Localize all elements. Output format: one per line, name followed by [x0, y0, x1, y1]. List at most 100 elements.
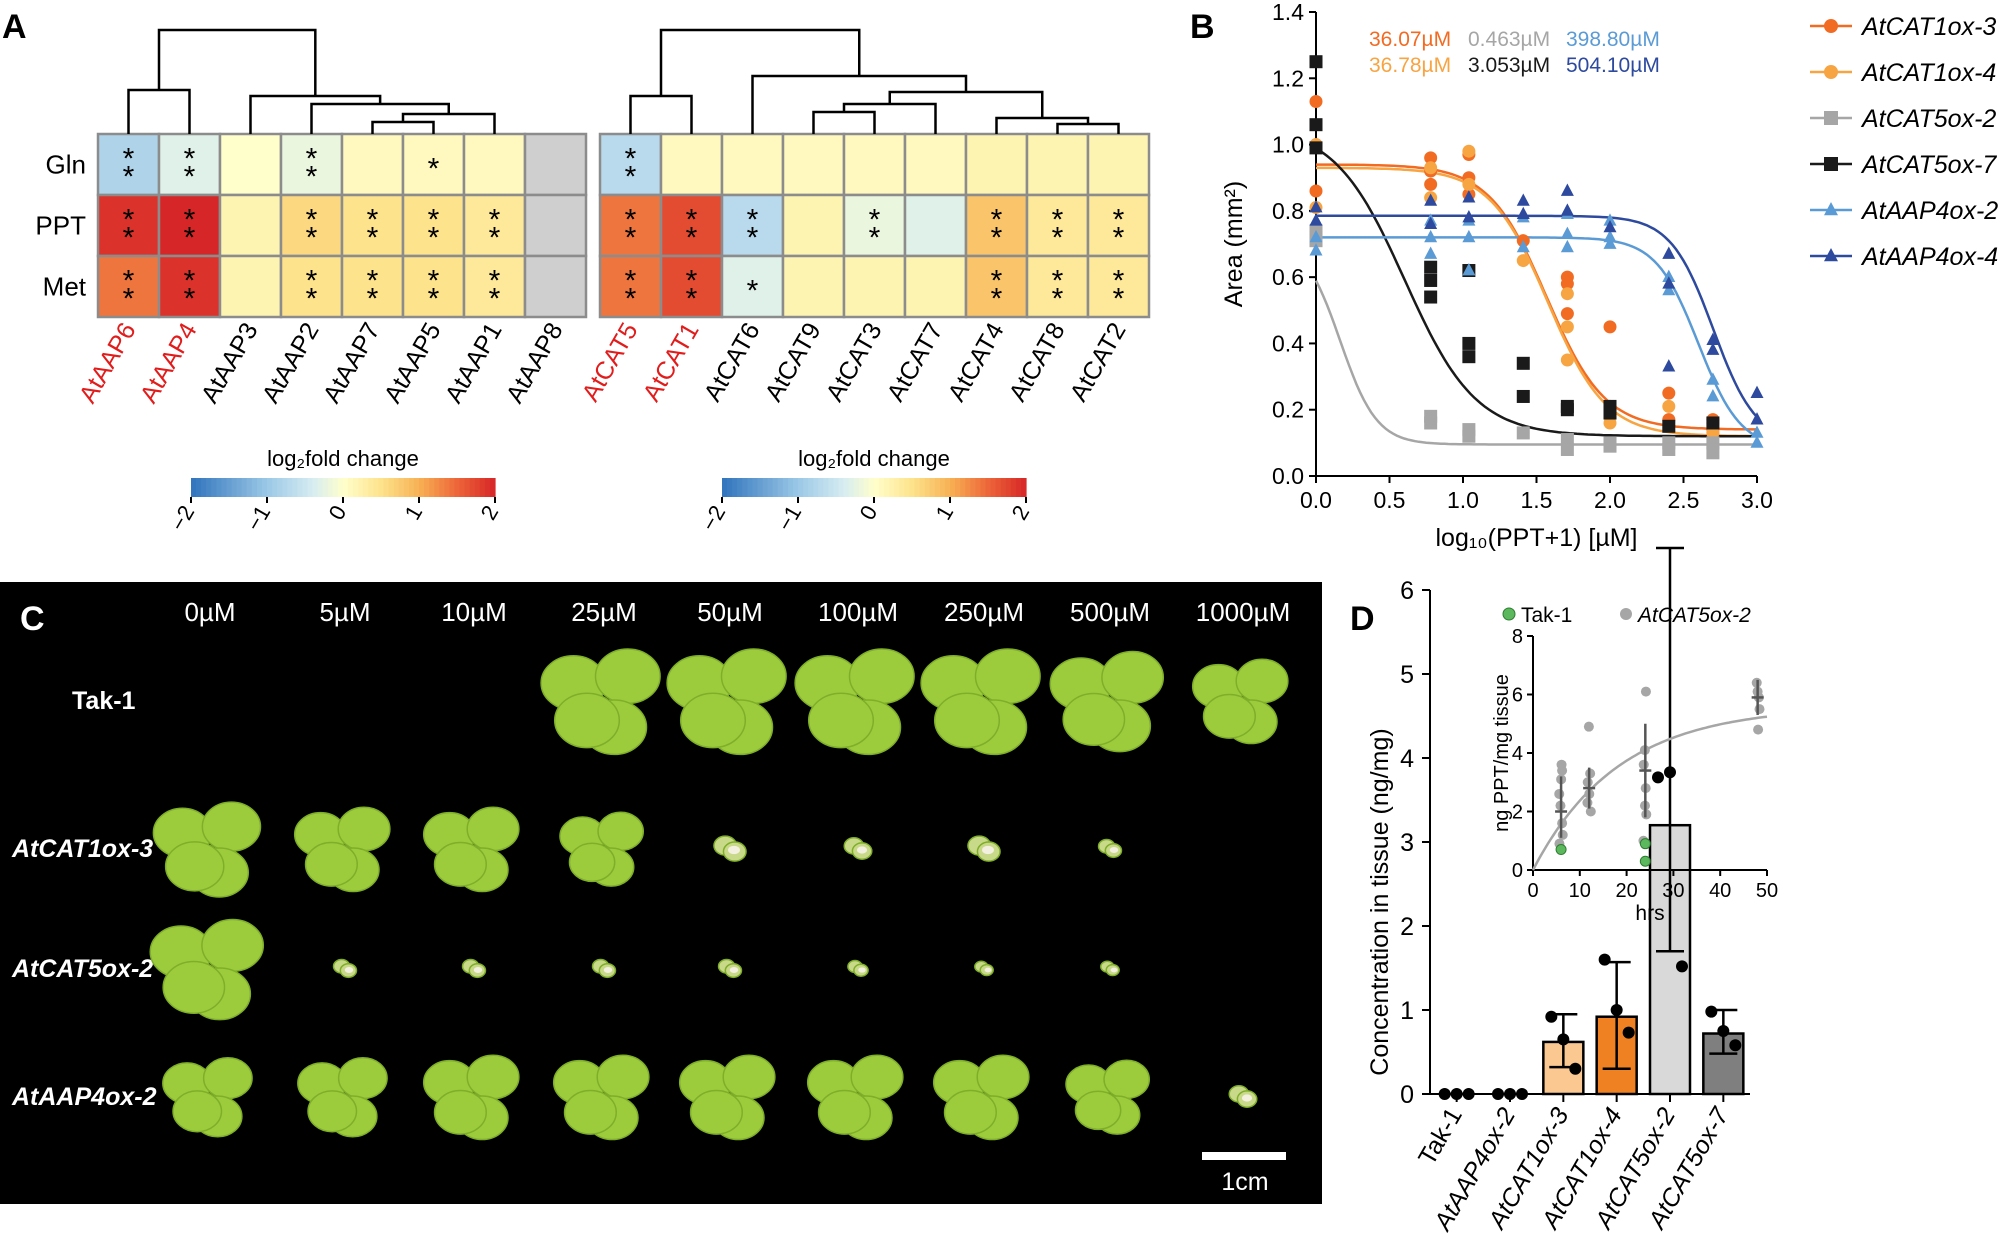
- data-point: [1462, 178, 1475, 191]
- plant-thallus: [819, 1091, 871, 1135]
- colorbar-segment: [747, 478, 753, 497]
- replicate-point: [1439, 1088, 1451, 1100]
- legend-label: AtCAT1ox-4: [1860, 59, 1996, 87]
- colorbar-segment: [454, 478, 460, 497]
- replicate-point: [1545, 1011, 1557, 1023]
- colorbar-segment: [793, 478, 799, 497]
- concentration-label: 50µM: [697, 597, 763, 627]
- data-point: [1561, 183, 1574, 195]
- colorbar-title: log₂fold change: [267, 446, 419, 471]
- inset-gray-point: [1584, 722, 1594, 732]
- inset-gray-point: [1557, 766, 1567, 776]
- significance-star: *: [1113, 283, 1125, 316]
- colorbar-segment: [889, 478, 895, 497]
- inset-gray-point: [1641, 687, 1651, 697]
- colorbar-segment: [996, 478, 1002, 497]
- panel-letter-c: C: [20, 600, 45, 638]
- plant-thallus: [723, 1055, 775, 1099]
- inset-x-tick-label: 0: [1527, 880, 1538, 902]
- significance-star: *: [428, 222, 440, 255]
- significance-star: *: [489, 283, 501, 316]
- colorbar-segment: [267, 478, 273, 497]
- plant-thallus: [306, 843, 358, 887]
- colorbar-segment: [313, 478, 319, 497]
- row-label: Met: [43, 272, 87, 302]
- data-point: [1662, 276, 1675, 288]
- significance-star: *: [489, 222, 501, 255]
- significance-star: *: [686, 283, 698, 316]
- significance-star: *: [123, 283, 135, 316]
- inset-legend-marker: [1503, 608, 1515, 620]
- colorbar-segment: [226, 478, 232, 497]
- legend-label: AtAAP4ox-2: [1860, 197, 1998, 225]
- data-point: [1561, 240, 1574, 252]
- colorbar-segment: [752, 478, 758, 497]
- data-point: [1310, 141, 1323, 154]
- data-point: [1751, 412, 1764, 424]
- replicate-point: [1463, 1088, 1475, 1100]
- colorbar-segment: [925, 478, 931, 497]
- column-label: AtCAT2: [1065, 318, 1132, 406]
- x-axis-title: log₁₀(PPT+1) [µM]: [1435, 524, 1637, 552]
- colorbar-segment: [899, 478, 905, 497]
- significance-star: *: [1113, 222, 1125, 255]
- column-label: AtCAT5: [577, 318, 644, 406]
- fit-curve: [1316, 168, 1757, 436]
- data-point: [1561, 354, 1574, 367]
- significance-star: *: [306, 161, 318, 194]
- ic50-label: 0.463µM: [1468, 28, 1550, 51]
- genotype-label: AtAAP4ox-2: [11, 1083, 157, 1111]
- legend-marker: [1824, 248, 1838, 261]
- y-tick-label: 1.0: [1272, 132, 1304, 158]
- column-label: AtCAT1: [638, 318, 705, 406]
- genotype-label: AtCAT1ox-3: [11, 835, 153, 863]
- data-point: [1561, 403, 1574, 416]
- colorbar-tick-label: 1: [400, 501, 428, 524]
- data-point: [1424, 274, 1437, 287]
- colorbar-segment: [419, 478, 425, 497]
- legend-marker: [1824, 157, 1838, 171]
- bleached-tissue: [474, 967, 483, 973]
- plant-thallus: [1204, 695, 1256, 739]
- colorbar-segment: [353, 478, 359, 497]
- colorbar-tick-label: 0: [855, 501, 883, 524]
- data-point: [1424, 178, 1437, 191]
- data-point: [1424, 246, 1437, 258]
- data-point: [1424, 161, 1437, 174]
- colorbar-segment: [844, 478, 850, 497]
- inset-gray-point: [1582, 798, 1592, 808]
- colorbar-segment: [409, 478, 415, 497]
- colorbar-segment: [737, 478, 743, 497]
- plant-thallus: [467, 807, 519, 851]
- scale-bar-label: 1cm: [1221, 1168, 1268, 1196]
- replicate-point: [1729, 1039, 1741, 1051]
- inset-gray-point: [1753, 725, 1763, 735]
- colorbar-segment: [909, 478, 915, 497]
- ic50-label: 36.78µM: [1369, 54, 1451, 77]
- data-point: [1424, 291, 1437, 304]
- inset-y-tick-label: 0: [1512, 860, 1523, 882]
- data-point: [1517, 357, 1530, 370]
- dendrogram-branch: [844, 104, 936, 134]
- replicate-point: [1492, 1088, 1504, 1100]
- data-point: [1310, 118, 1323, 131]
- colorbar-segment: [460, 478, 466, 497]
- y-tick-label: 5: [1400, 661, 1414, 689]
- colorbar-segment: [363, 478, 369, 497]
- inset-gray-point: [1639, 760, 1649, 770]
- ic50-label: 36.07µM: [1369, 28, 1451, 51]
- colorbar-segment: [854, 478, 860, 497]
- colorbar-segment: [206, 478, 212, 497]
- colorbar-segment: [839, 478, 845, 497]
- replicate-point: [1599, 954, 1611, 966]
- fit-curve: [1316, 165, 1757, 430]
- colorbar-tick-label: 0: [324, 501, 352, 524]
- column-label: AtAAP5: [379, 318, 447, 408]
- column-label: AtAAP4: [135, 318, 203, 408]
- significance-star: *: [306, 222, 318, 255]
- y-tick-label: 0.0: [1272, 463, 1304, 489]
- significance-star: *: [747, 275, 759, 308]
- column-label: AtAAP2: [257, 318, 325, 408]
- data-point: [1561, 227, 1574, 239]
- data-point: [1462, 145, 1475, 158]
